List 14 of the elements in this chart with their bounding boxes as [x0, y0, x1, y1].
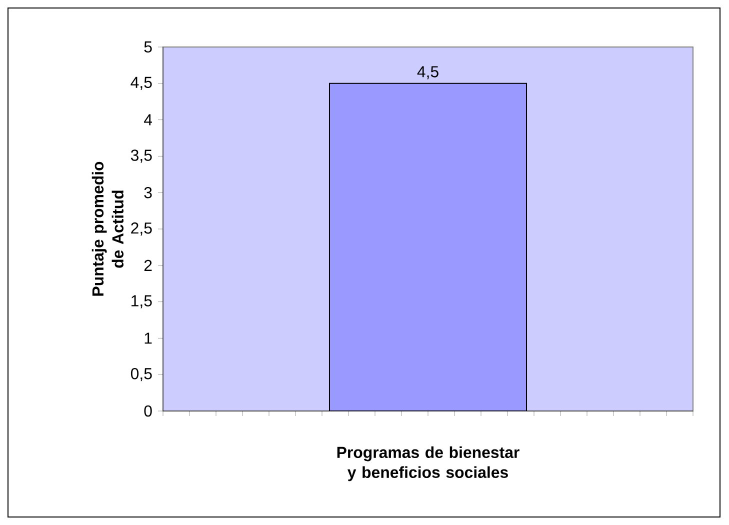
y-tick-label: 1 [144, 332, 152, 344]
y-tick-label: 1,5 [132, 295, 152, 308]
y-tick-label: 5 [144, 41, 152, 53]
y-tick-label: 2,5 [131, 222, 152, 236]
y-tick-label: 3,5 [130, 150, 152, 163]
x-axis-title: Programas de bienestar y beneficios sociales [337, 446, 520, 482]
y-tick-label: 4,5 [130, 76, 152, 90]
y-axis-title: Puntaje promedio de Actitud [92, 162, 124, 296]
y-tick-label: 0 [144, 405, 152, 417]
y-tick-label: 4 [144, 114, 152, 126]
y-tick-label: 3 [144, 186, 152, 198]
y-tick-label: 2 [144, 260, 152, 271]
y-tick-label: 0,5 [130, 368, 152, 382]
data-label: 4,5 [417, 66, 438, 80]
